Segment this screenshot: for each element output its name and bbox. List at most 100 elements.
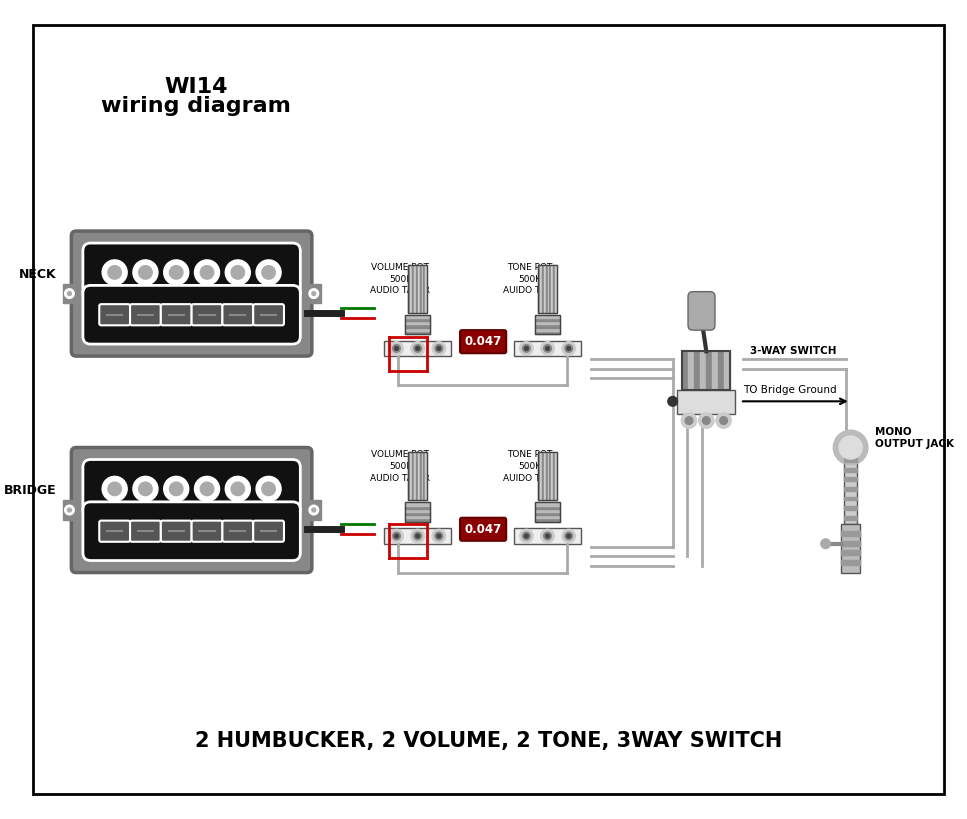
Bar — [405, 502, 430, 505]
Bar — [844, 516, 858, 519]
Bar — [405, 509, 430, 512]
Bar — [724, 351, 730, 390]
Bar — [408, 265, 410, 313]
Bar — [405, 321, 430, 324]
Text: TO Bridge Ground: TO Bridge Ground — [743, 385, 836, 395]
Circle shape — [65, 289, 74, 298]
Bar — [549, 452, 551, 500]
Circle shape — [312, 292, 315, 296]
Circle shape — [108, 265, 122, 279]
Circle shape — [194, 260, 220, 285]
Bar — [553, 265, 555, 313]
Bar — [538, 452, 557, 500]
Circle shape — [698, 413, 714, 428]
Bar — [841, 541, 861, 545]
Bar — [424, 265, 425, 313]
FancyBboxPatch shape — [222, 521, 253, 542]
FancyBboxPatch shape — [72, 447, 312, 572]
Text: wiring diagram: wiring diagram — [102, 96, 291, 116]
FancyBboxPatch shape — [191, 304, 222, 325]
FancyBboxPatch shape — [100, 304, 130, 325]
Circle shape — [390, 529, 403, 543]
Bar — [424, 452, 425, 500]
Circle shape — [839, 436, 863, 459]
Circle shape — [414, 532, 422, 540]
Circle shape — [169, 265, 183, 279]
Bar — [549, 265, 551, 313]
Bar — [535, 518, 560, 522]
Circle shape — [132, 477, 158, 501]
Bar — [410, 265, 412, 313]
Bar — [844, 458, 858, 462]
Text: 3-WAY SWITCH: 3-WAY SWITCH — [749, 346, 836, 356]
Bar — [513, 528, 581, 544]
Circle shape — [194, 477, 220, 501]
Bar — [683, 351, 689, 390]
Bar — [408, 452, 427, 500]
Circle shape — [225, 260, 250, 285]
FancyBboxPatch shape — [130, 304, 161, 325]
Circle shape — [393, 532, 400, 540]
FancyBboxPatch shape — [83, 285, 301, 344]
Circle shape — [668, 396, 678, 406]
Circle shape — [395, 346, 398, 351]
Circle shape — [682, 413, 696, 428]
Bar — [425, 452, 427, 500]
Circle shape — [262, 265, 276, 279]
FancyBboxPatch shape — [100, 521, 130, 542]
Circle shape — [543, 345, 551, 352]
Bar — [408, 265, 427, 313]
Bar — [844, 468, 858, 472]
Circle shape — [543, 532, 551, 540]
FancyBboxPatch shape — [253, 521, 284, 542]
Circle shape — [565, 345, 572, 352]
Circle shape — [68, 292, 72, 296]
Circle shape — [437, 534, 441, 538]
Text: VOLUME POT
500K
AUDIO TAPER: VOLUME POT 500K AUDIO TAPER — [370, 263, 430, 296]
Text: TONE POT
500K
AUIDO TAPE: TONE POT 500K AUIDO TAPE — [504, 450, 557, 483]
Bar — [63, 500, 76, 519]
Circle shape — [309, 289, 318, 298]
Bar — [535, 321, 560, 324]
Bar — [420, 265, 422, 313]
Bar — [422, 265, 424, 313]
Bar — [841, 550, 861, 555]
Bar — [535, 509, 560, 512]
Circle shape — [411, 529, 425, 543]
FancyBboxPatch shape — [222, 304, 253, 325]
Circle shape — [435, 345, 443, 352]
Bar — [535, 502, 560, 505]
Circle shape — [225, 477, 250, 501]
FancyBboxPatch shape — [460, 518, 506, 541]
Circle shape — [231, 265, 245, 279]
Bar — [683, 351, 730, 390]
Circle shape — [562, 342, 575, 355]
Bar — [405, 512, 430, 515]
Bar — [551, 452, 553, 500]
Circle shape — [103, 260, 127, 285]
Circle shape — [567, 534, 571, 538]
Circle shape — [169, 482, 183, 495]
Bar — [535, 502, 560, 522]
FancyBboxPatch shape — [460, 330, 506, 353]
Circle shape — [834, 430, 868, 465]
Circle shape — [522, 532, 530, 540]
Bar — [418, 265, 420, 313]
Bar — [543, 452, 545, 500]
Circle shape — [256, 477, 281, 501]
Bar — [535, 318, 560, 321]
Circle shape — [414, 345, 422, 352]
Text: BRIDGE: BRIDGE — [4, 484, 57, 497]
Circle shape — [432, 342, 446, 355]
Text: NECK: NECK — [19, 268, 57, 281]
Circle shape — [435, 532, 443, 540]
Bar — [420, 452, 422, 500]
Circle shape — [545, 534, 549, 538]
Circle shape — [567, 346, 571, 351]
Circle shape — [432, 529, 446, 543]
Bar — [405, 505, 430, 509]
Bar — [535, 515, 560, 518]
Circle shape — [562, 529, 575, 543]
Bar — [416, 265, 418, 313]
Bar — [308, 500, 320, 519]
